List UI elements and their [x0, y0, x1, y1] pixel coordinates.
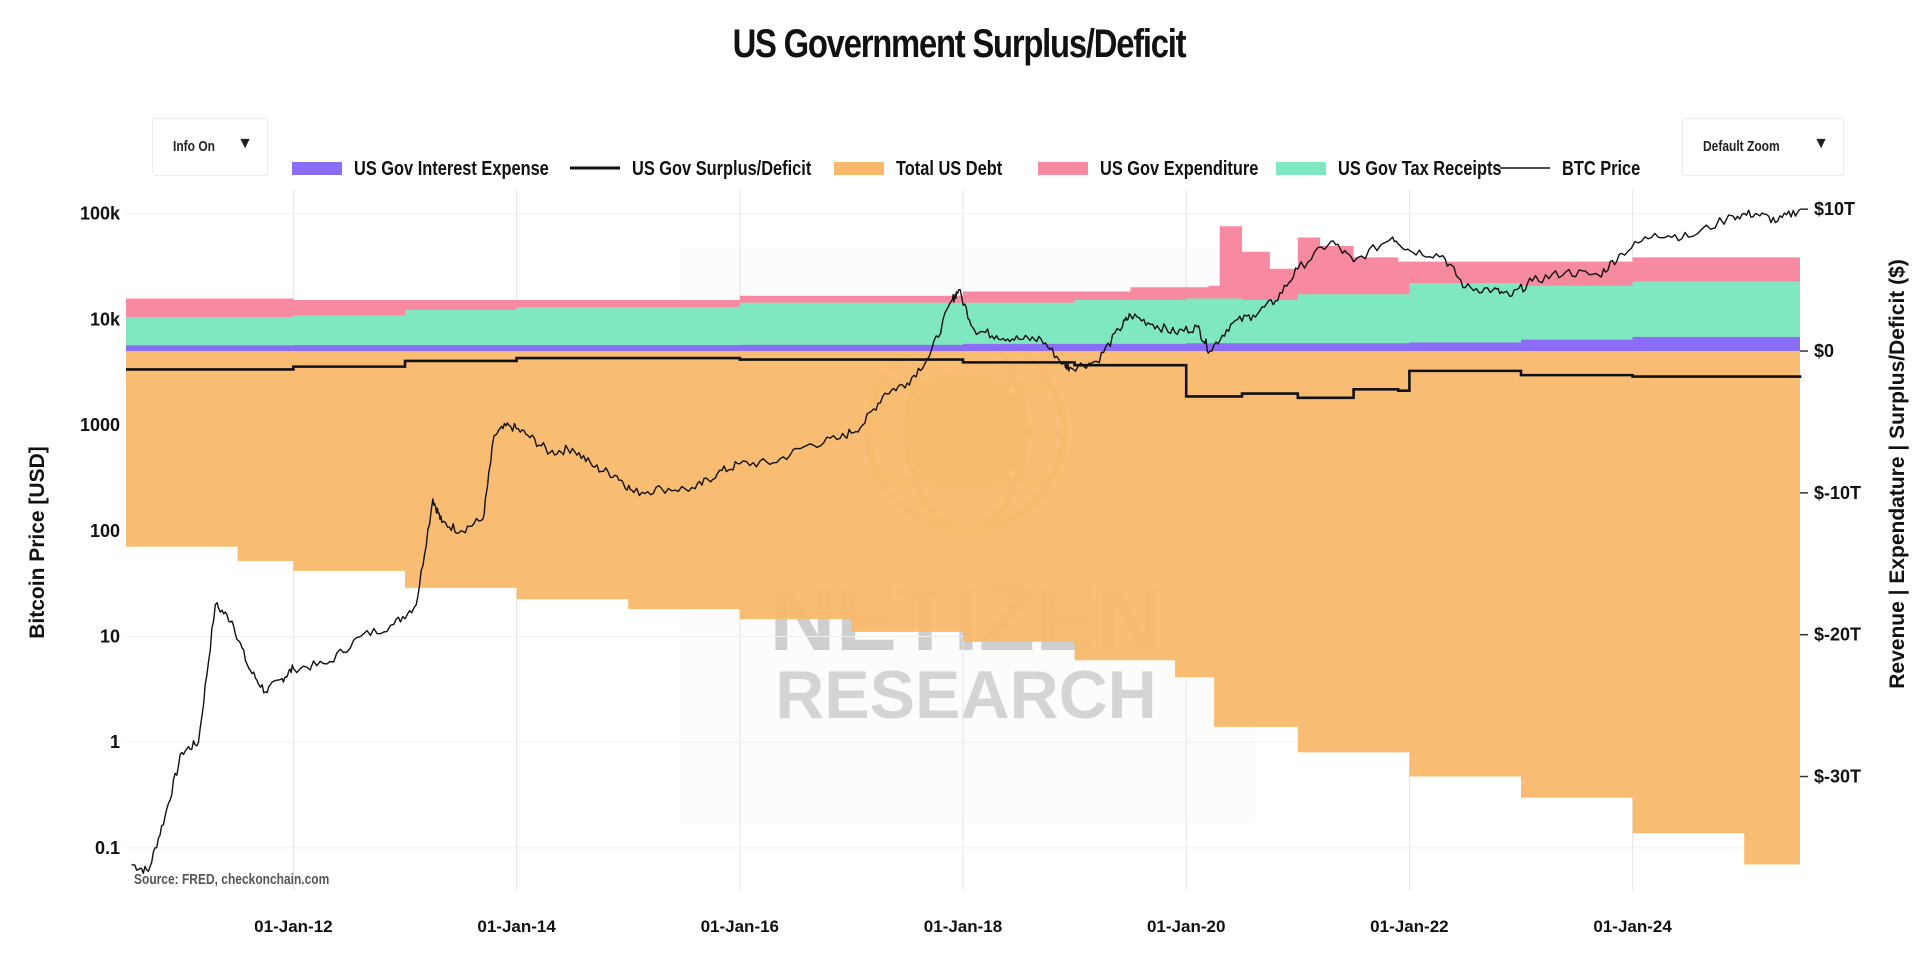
y-left-tick-label: 1 [110, 732, 120, 752]
source-note: Source: FRED, checkonchain.com [134, 871, 329, 888]
y-right-tick-label: $-30T [1814, 767, 1861, 787]
legend-label: US Gov Surplus/Deficit [632, 156, 811, 179]
legend-label: US Gov Interest Expense [354, 156, 549, 179]
y-right-tick-label: $-10T [1814, 483, 1861, 503]
legend-swatch [834, 162, 884, 175]
legend-label: BTC Price [1562, 156, 1640, 179]
y-left-tick-label: 100 [90, 521, 120, 541]
watermark-line2: RESEARCH [775, 657, 1157, 733]
x-tick-label: 01-Jan-18 [924, 917, 1002, 936]
chevron-down-icon: ▼ [237, 135, 253, 152]
y-right-tick-label: $0 [1814, 341, 1834, 361]
line-btc-price [131, 208, 1801, 874]
legend-swatch [292, 162, 342, 175]
area-us-gov-interest-expense [126, 335, 1800, 352]
x-tick-label: 01-Jan-24 [1593, 917, 1672, 936]
legend-label: US Gov Expenditure [1100, 156, 1258, 179]
chevron-down-icon: ▼ [1813, 135, 1829, 152]
legend-swatch [1276, 162, 1326, 175]
y-right-tick-label: $10T [1814, 199, 1855, 219]
info-toggle-dropdown[interactable]: Info On ▼ [152, 118, 268, 176]
y-left-tick-label: 100k [80, 204, 121, 224]
page-title: US Government Surplus/Deficit [732, 22, 1187, 66]
axes: 100k 10k 1000 100 10 1 0.1 $10T $0 $-10T $-20T $-30… [26, 199, 1909, 936]
line-series [126, 208, 1802, 874]
legend-label: Total US Debt [896, 156, 1002, 179]
legend-label: US Gov Tax Receipts [1338, 156, 1502, 179]
area-us-gov-tax-receipts [126, 277, 1800, 352]
x-tick-label: 01-Jan-20 [1147, 917, 1225, 936]
area-total-us-debt [126, 351, 1800, 865]
line-us-gov-surplus-deficit [126, 356, 1802, 400]
legend-swatch [1038, 162, 1088, 175]
zoom-label: Default Zoom [1703, 138, 1780, 155]
y-left-tick-label: 10 [100, 626, 120, 646]
y-left-tick-label: 1000 [80, 415, 120, 435]
y-right-axis-title: Revenue | Expendature | Surplus/Deficit … [1886, 259, 1909, 689]
x-tick-label: 01-Jan-22 [1370, 917, 1448, 936]
info-toggle-label: Info On [173, 138, 215, 155]
x-tick-label: 01-Jan-12 [254, 917, 332, 936]
zoom-dropdown[interactable]: Default Zoom ▼ [1682, 118, 1844, 176]
x-tick-label: 01-Jan-16 [701, 917, 779, 936]
legend: US Gov Interest Expense US Gov Surplus/De… [292, 156, 1640, 179]
y-left-axis-title: Bitcoin Price [USD] [26, 446, 49, 639]
y-right-tick-label: $-20T [1814, 625, 1861, 645]
area-series [126, 226, 1800, 865]
y-left-tick-label: 0.1 [95, 838, 120, 858]
x-tick-label: 01-Jan-14 [477, 917, 556, 936]
y-left-tick-label: 10k [90, 309, 121, 329]
